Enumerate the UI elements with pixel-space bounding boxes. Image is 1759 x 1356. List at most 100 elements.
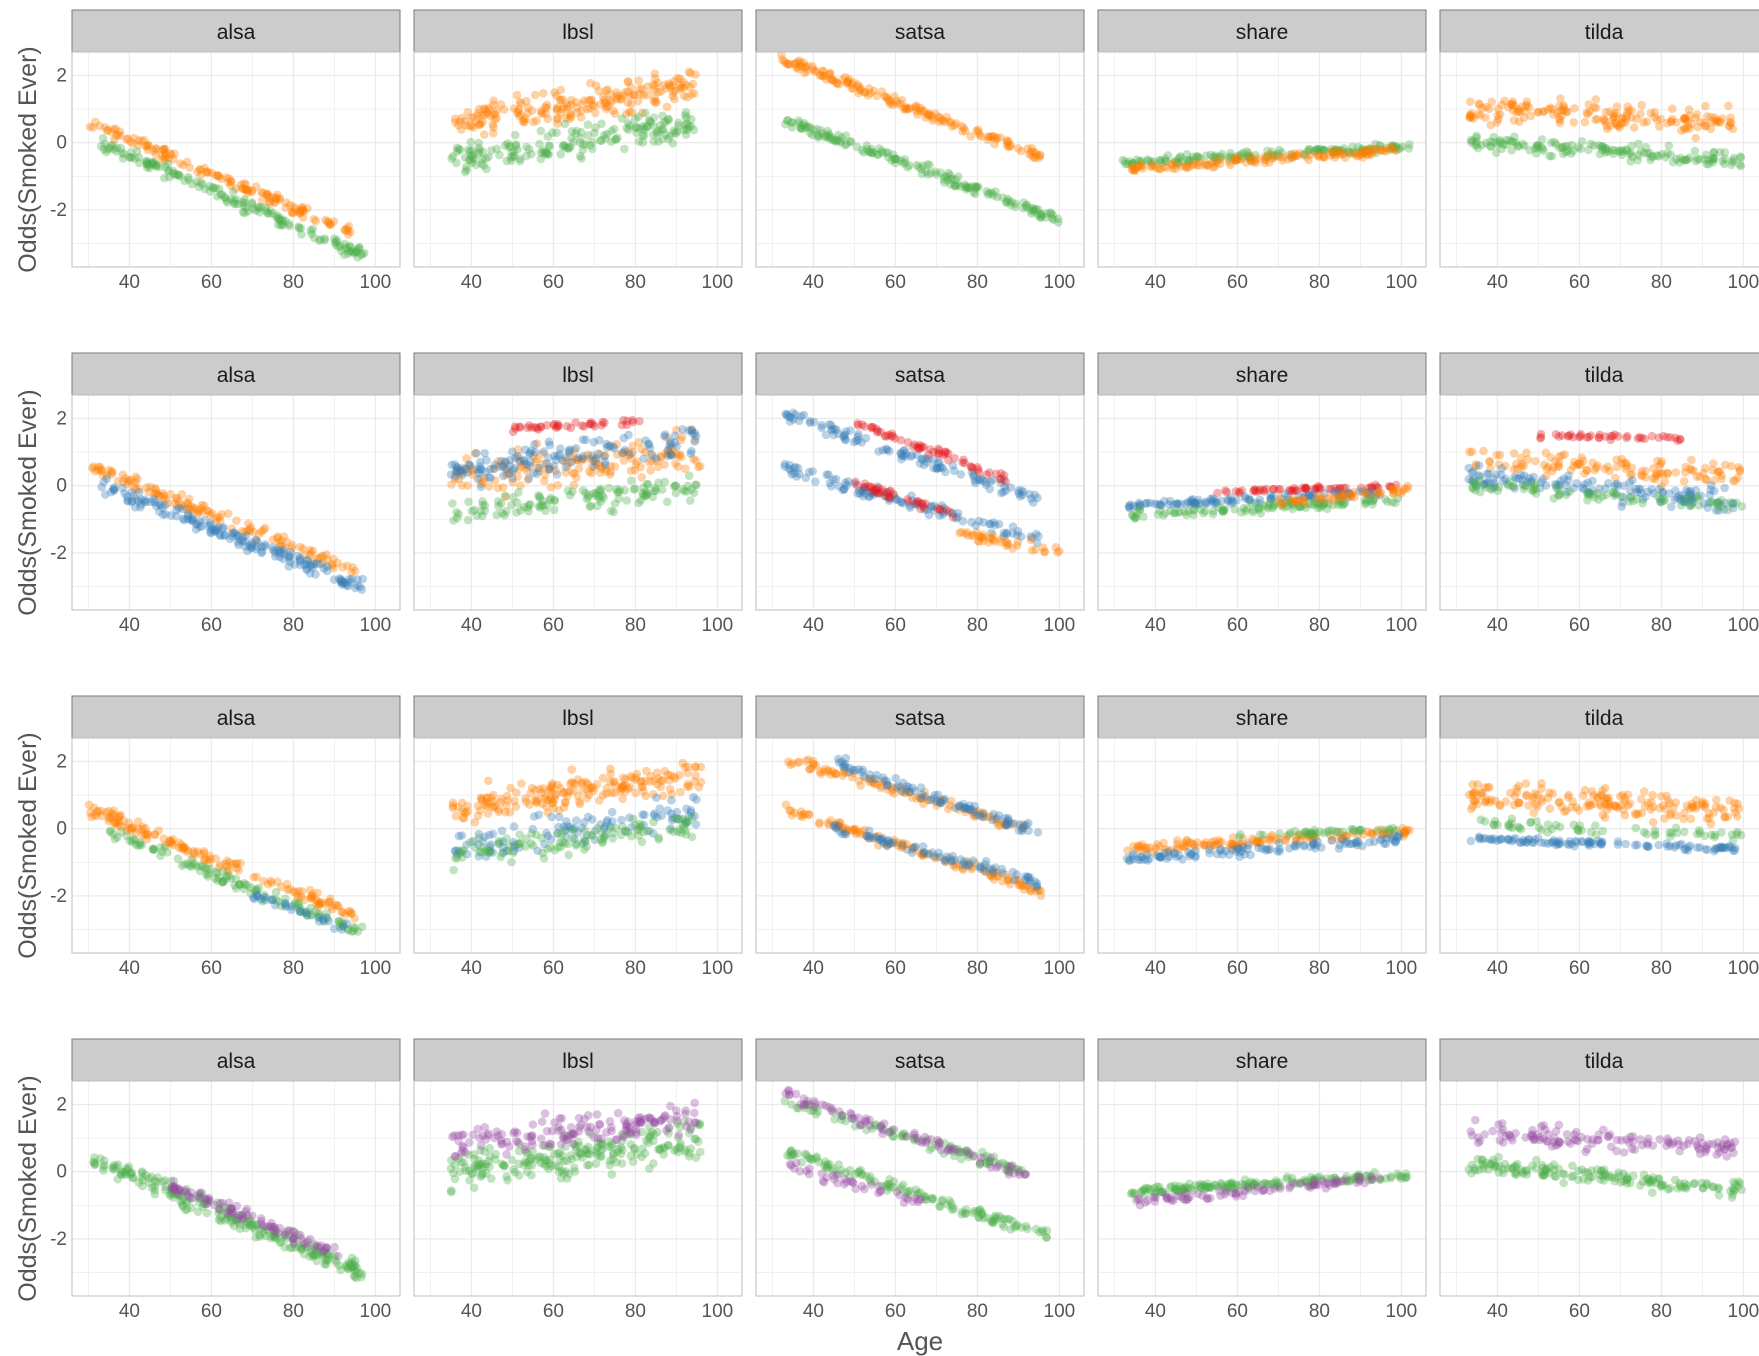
point-red [857, 420, 867, 429]
point-green [899, 159, 908, 168]
point-orange [800, 63, 810, 73]
point-blue [229, 528, 239, 537]
point-blue [878, 773, 888, 782]
point-orange [133, 141, 143, 150]
point-orange [853, 82, 862, 91]
point-orange [205, 858, 214, 867]
point-blue [869, 490, 878, 500]
point-orange [575, 797, 584, 806]
point-orange [653, 780, 662, 789]
point-orange [474, 120, 484, 130]
point-orange [1725, 117, 1735, 127]
point-red [935, 504, 945, 514]
point-green [252, 886, 261, 895]
point-orange [1471, 460, 1481, 469]
point-orange [190, 504, 200, 513]
point-orange [1334, 146, 1344, 156]
point-orange [289, 887, 298, 896]
point-green [638, 488, 647, 498]
point-orange [1663, 468, 1672, 478]
point-orange [263, 879, 273, 889]
point-blue [897, 787, 906, 796]
point-orange [831, 820, 840, 830]
point-orange [1701, 121, 1711, 131]
point-orange [565, 458, 575, 467]
point-green [1726, 498, 1736, 507]
point-blue [542, 459, 551, 468]
point-green [539, 853, 549, 863]
point-orange [814, 819, 824, 829]
point-orange [1554, 452, 1564, 462]
point-green [1328, 500, 1338, 510]
point-orange [979, 863, 988, 873]
point-orange [1040, 547, 1049, 556]
point-orange [1233, 840, 1242, 850]
point-orange [277, 882, 286, 892]
point-orange [900, 788, 910, 798]
point-green [605, 824, 614, 833]
point-orange [1376, 146, 1386, 155]
point-orange [1385, 829, 1394, 839]
point-orange [819, 767, 828, 777]
point-blue [908, 783, 917, 793]
point-blue [994, 519, 1004, 529]
point-orange [103, 125, 113, 135]
point-red [890, 434, 900, 443]
point-blue [587, 451, 597, 460]
point-blue [1329, 487, 1339, 496]
point-blue [1025, 489, 1034, 499]
point-orange [270, 192, 279, 202]
point-green [1170, 508, 1179, 518]
point-orange [1017, 823, 1026, 833]
point-orange [908, 845, 917, 854]
point-green [1328, 147, 1337, 156]
point-orange [258, 188, 268, 198]
point-blue [872, 770, 882, 780]
point-blue [907, 848, 917, 857]
point-green [649, 121, 658, 131]
point-orange [996, 534, 1006, 544]
point-blue [780, 459, 790, 469]
point-orange [185, 502, 195, 512]
point-orange [630, 465, 640, 475]
point-orange [1292, 497, 1301, 506]
point-green [1531, 489, 1541, 498]
point-green [1718, 156, 1727, 166]
point-green [296, 223, 306, 233]
point-orange [124, 477, 133, 486]
point-green [1704, 159, 1713, 169]
point-green [1188, 152, 1198, 161]
point-orange [882, 839, 892, 848]
point-green [1304, 145, 1314, 154]
point-blue [975, 862, 984, 871]
point-orange [561, 113, 571, 123]
point-orange [1623, 108, 1632, 118]
point-orange [616, 786, 625, 796]
point-green [272, 213, 281, 222]
point-green [1472, 139, 1481, 149]
point-orange [1734, 463, 1743, 472]
point-blue [341, 578, 350, 588]
point-orange [860, 88, 870, 97]
point-orange [586, 782, 595, 792]
point-orange [340, 225, 350, 234]
point-blue [850, 766, 860, 775]
point-orange [545, 794, 554, 804]
x-tick-label: 40 [119, 272, 140, 293]
point-orange [109, 810, 119, 820]
point-blue [681, 818, 690, 828]
point-green [1708, 155, 1717, 165]
point-orange [1291, 497, 1300, 506]
point-blue [1156, 500, 1165, 510]
point-orange [157, 151, 166, 160]
point-blue [890, 492, 899, 501]
point-blue [858, 492, 868, 501]
point-orange [855, 85, 865, 95]
point-blue [1331, 489, 1340, 499]
point-blue [107, 487, 116, 497]
point-red [868, 486, 878, 496]
point-red [967, 462, 976, 472]
point-orange [1180, 842, 1189, 852]
panel-background [72, 52, 400, 267]
point-blue [817, 421, 827, 430]
